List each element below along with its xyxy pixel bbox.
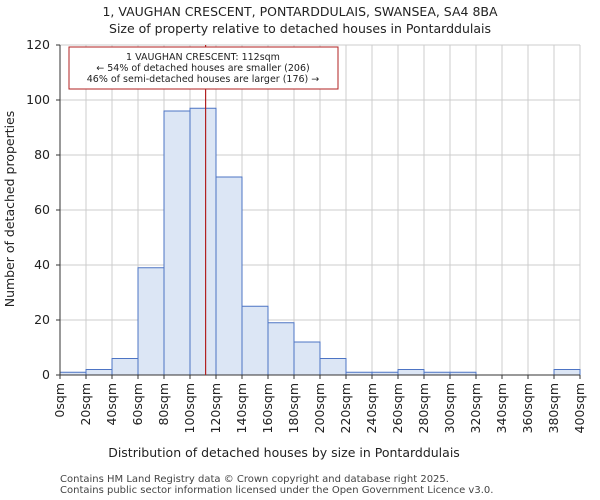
x-tick-label-16: 320sqm [468, 383, 483, 433]
annotation-line3: 46% of semi-detached houses are larger (… [87, 74, 320, 85]
x-tick-label-7: 140sqm [234, 383, 249, 433]
x-tick-label-13: 260sqm [390, 383, 405, 433]
y-axis-label: Number of detached properties [2, 111, 17, 308]
x-tick-label-12: 240sqm [364, 383, 379, 433]
bar-100-120 [189, 107, 217, 376]
x-tick-label-3: 60sqm [130, 383, 145, 426]
x-tick-label-17: 340sqm [494, 383, 509, 433]
x-tick-label-2: 40sqm [104, 383, 119, 426]
bars [59, 107, 581, 376]
bar-380-400 [553, 369, 581, 376]
bar-180-200 [293, 341, 321, 376]
footer-line1: Contains HM Land Registry data © Crown c… [60, 474, 449, 485]
x-tick-label-14: 280sqm [416, 383, 431, 433]
x-tick-label-5: 100sqm [182, 383, 197, 433]
y-tick-label-0: 0 [42, 367, 50, 382]
y-tick-label-3: 60 [34, 202, 50, 217]
x-tick-label-1: 20sqm [78, 383, 93, 426]
x-axis-label: Distribution of detached houses by size … [108, 445, 460, 460]
x-tick-label-9: 180sqm [286, 383, 301, 433]
x-tick-label-0: 0sqm [52, 383, 67, 418]
footer-line2: Contains public sector information licen… [60, 485, 493, 496]
annotation-box: 1 VAUGHAN CRESCENT: 112sqm ← 54% of deta… [68, 46, 339, 90]
axes [56, 44, 581, 379]
bar-60-80 [137, 267, 165, 376]
y-tick-labels: 0 20 40 60 80 100 120 [26, 37, 50, 382]
y-tick-label-5: 100 [26, 92, 50, 107]
bar-120-140 [215, 176, 243, 376]
bar-160-180 [267, 322, 295, 376]
y-tick-label-2: 40 [34, 257, 50, 272]
x-tick-label-8: 160sqm [260, 383, 275, 433]
x-tick-label-18: 360sqm [520, 383, 535, 433]
chart-title-line1: 1, VAUGHAN CRESCENT, PONTARDDULAIS, SWAN… [102, 4, 498, 19]
bar-80-100 [163, 110, 191, 376]
x-tick-label-20: 400sqm [572, 383, 587, 433]
bar-20-40 [85, 369, 113, 376]
annotation-line2: ← 54% of detached houses are smaller (20… [96, 63, 309, 74]
y-tick-label-4: 80 [34, 147, 50, 162]
y-tick-label-1: 20 [34, 312, 50, 327]
x-tick-label-6: 120sqm [208, 383, 223, 433]
x-tick-labels: 0sqm 20sqm 40sqm 60sqm 80sqm 100sqm 120sqm 140s… [52, 383, 587, 433]
x-tick-label-11: 220sqm [338, 383, 353, 433]
bar-40-60 [111, 358, 139, 376]
bar-200-220 [319, 358, 347, 376]
bar-140-160 [241, 305, 269, 376]
x-tick-label-10: 200sqm [312, 383, 327, 433]
y-tick-label-6: 120 [26, 37, 50, 52]
annotation-border [68, 46, 339, 90]
x-tick-label-4: 80sqm [156, 383, 171, 426]
x-tick-label-19: 380sqm [546, 383, 561, 433]
chart-title-line2: Size of property relative to detached ho… [109, 21, 491, 36]
bar-260-280 [397, 369, 425, 376]
x-tick-label-15: 300sqm [442, 383, 457, 433]
annotation-line1: 1 VAUGHAN CRESCENT: 112sqm [126, 52, 280, 63]
